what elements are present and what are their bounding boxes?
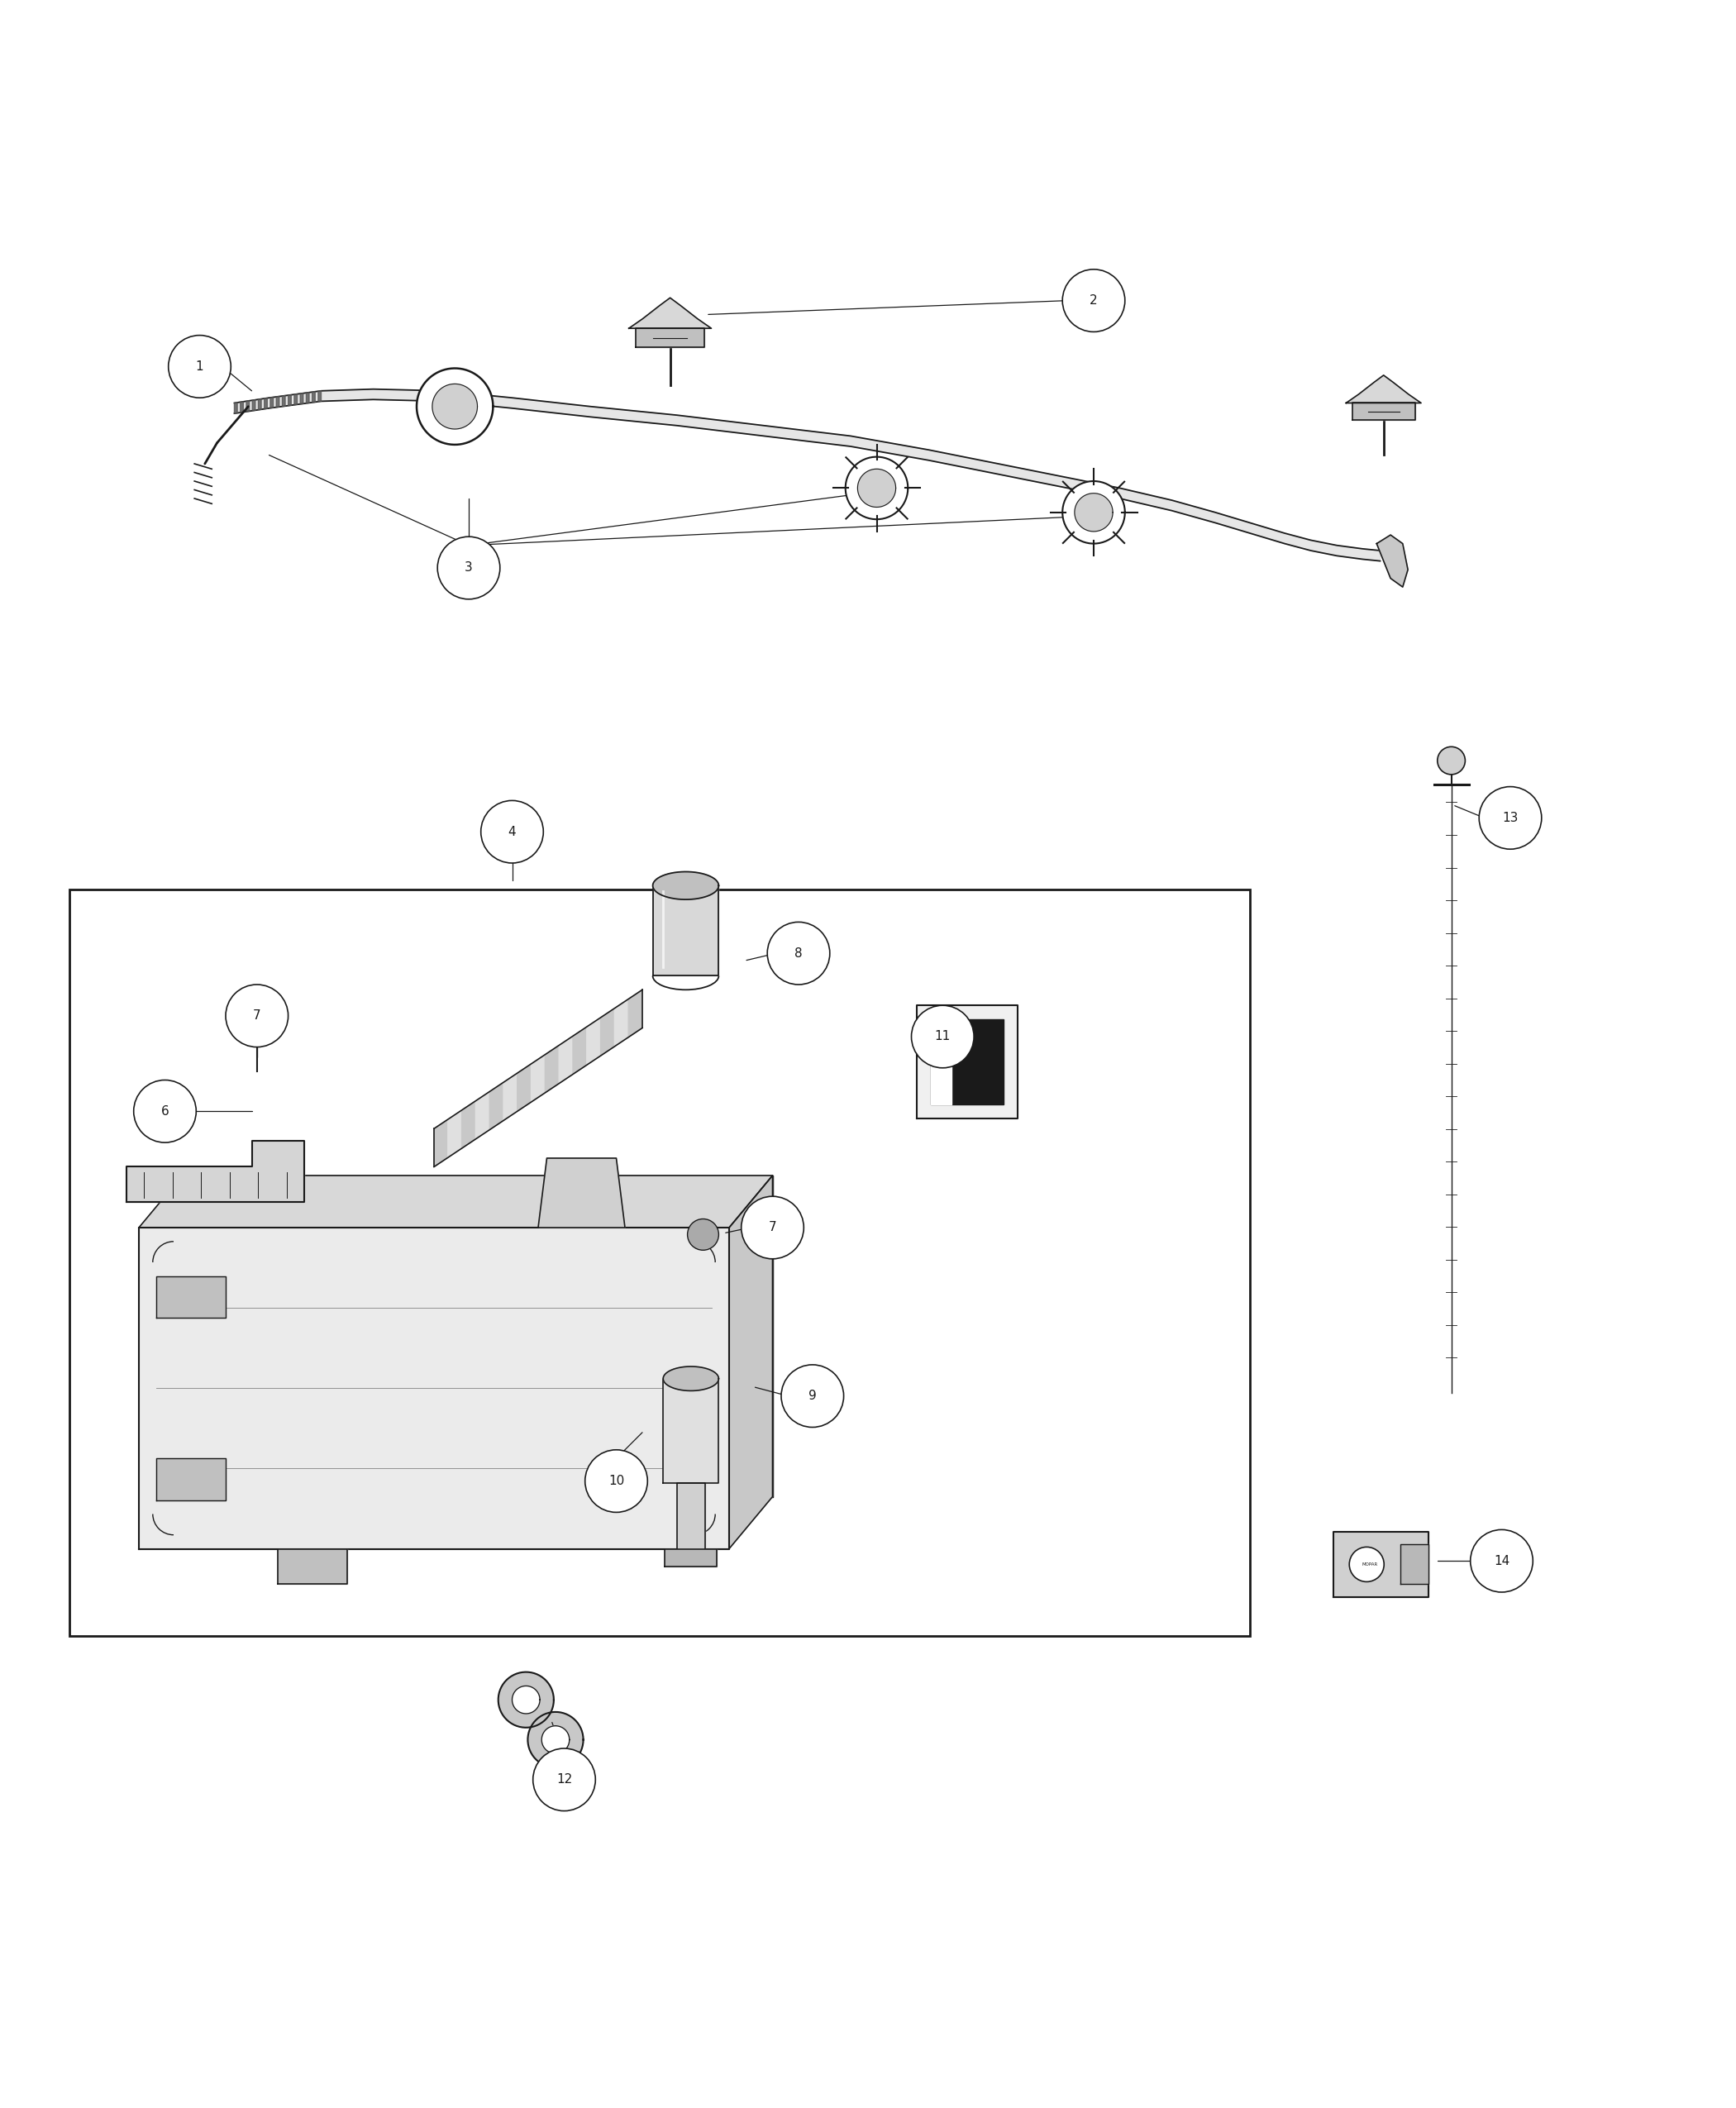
Polygon shape bbox=[259, 398, 262, 409]
Polygon shape bbox=[234, 403, 238, 413]
Polygon shape bbox=[601, 1008, 615, 1056]
Polygon shape bbox=[628, 991, 642, 1037]
Polygon shape bbox=[476, 1092, 490, 1138]
Circle shape bbox=[741, 1197, 804, 1258]
Circle shape bbox=[585, 1450, 648, 1511]
Polygon shape bbox=[306, 392, 309, 403]
Polygon shape bbox=[545, 1046, 559, 1092]
Circle shape bbox=[134, 1079, 196, 1143]
Bar bbox=[69, 890, 1250, 1636]
Circle shape bbox=[437, 538, 500, 599]
Text: 3: 3 bbox=[465, 561, 472, 573]
Polygon shape bbox=[182, 1176, 773, 1497]
Polygon shape bbox=[498, 1672, 554, 1729]
Text: 12: 12 bbox=[556, 1773, 573, 1785]
Text: 8: 8 bbox=[795, 946, 802, 959]
Text: 11: 11 bbox=[934, 1031, 951, 1043]
Text: 7: 7 bbox=[769, 1221, 776, 1233]
Text: 13: 13 bbox=[1502, 812, 1519, 824]
Polygon shape bbox=[312, 392, 316, 403]
Polygon shape bbox=[663, 1379, 719, 1482]
Polygon shape bbox=[139, 1176, 773, 1227]
Polygon shape bbox=[1399, 1545, 1429, 1585]
Polygon shape bbox=[677, 1482, 705, 1551]
Polygon shape bbox=[252, 401, 255, 411]
Polygon shape bbox=[318, 390, 321, 403]
Polygon shape bbox=[300, 394, 304, 405]
Polygon shape bbox=[434, 1119, 448, 1168]
Polygon shape bbox=[293, 394, 297, 405]
Circle shape bbox=[226, 984, 288, 1048]
Text: 4: 4 bbox=[509, 826, 516, 839]
Polygon shape bbox=[729, 1176, 773, 1549]
Polygon shape bbox=[573, 1027, 587, 1075]
Polygon shape bbox=[845, 457, 908, 519]
Circle shape bbox=[168, 335, 231, 398]
Polygon shape bbox=[559, 1035, 573, 1084]
Text: MOPAR: MOPAR bbox=[1361, 1562, 1378, 1566]
Polygon shape bbox=[665, 1549, 717, 1566]
Text: 6: 6 bbox=[161, 1105, 168, 1117]
Polygon shape bbox=[156, 1275, 226, 1318]
Polygon shape bbox=[276, 396, 279, 407]
Polygon shape bbox=[247, 401, 250, 411]
Polygon shape bbox=[587, 1018, 601, 1065]
Circle shape bbox=[781, 1364, 844, 1427]
Polygon shape bbox=[264, 398, 267, 409]
Circle shape bbox=[481, 801, 543, 862]
Polygon shape bbox=[528, 1712, 583, 1767]
Polygon shape bbox=[538, 1157, 625, 1227]
Polygon shape bbox=[542, 1726, 569, 1754]
Circle shape bbox=[1349, 1547, 1384, 1581]
Polygon shape bbox=[503, 1073, 517, 1121]
Circle shape bbox=[1470, 1530, 1533, 1592]
Polygon shape bbox=[288, 394, 292, 405]
Polygon shape bbox=[127, 1140, 304, 1202]
Text: 14: 14 bbox=[1493, 1556, 1510, 1566]
Polygon shape bbox=[1377, 535, 1408, 586]
Polygon shape bbox=[1345, 375, 1422, 403]
Text: 9: 9 bbox=[809, 1389, 816, 1402]
Circle shape bbox=[1437, 746, 1465, 774]
Polygon shape bbox=[615, 999, 628, 1046]
Polygon shape bbox=[278, 1549, 347, 1583]
Polygon shape bbox=[234, 390, 1380, 561]
Circle shape bbox=[533, 1748, 595, 1811]
Polygon shape bbox=[283, 396, 285, 407]
Polygon shape bbox=[635, 329, 705, 348]
Circle shape bbox=[1062, 270, 1125, 331]
Text: 1: 1 bbox=[196, 360, 203, 373]
Text: 7: 7 bbox=[253, 1010, 260, 1022]
Polygon shape bbox=[653, 873, 719, 900]
Polygon shape bbox=[139, 1227, 729, 1549]
Polygon shape bbox=[858, 468, 896, 508]
Polygon shape bbox=[917, 1006, 1017, 1117]
Polygon shape bbox=[432, 384, 477, 430]
Polygon shape bbox=[1062, 481, 1125, 544]
Polygon shape bbox=[628, 297, 712, 329]
Circle shape bbox=[767, 921, 830, 984]
Polygon shape bbox=[663, 1366, 719, 1391]
Text: 2: 2 bbox=[1090, 295, 1097, 308]
Polygon shape bbox=[930, 1020, 1003, 1105]
Polygon shape bbox=[240, 403, 243, 413]
Circle shape bbox=[687, 1218, 719, 1250]
Text: 10: 10 bbox=[608, 1476, 625, 1488]
Polygon shape bbox=[653, 885, 719, 976]
Polygon shape bbox=[517, 1065, 531, 1111]
Polygon shape bbox=[512, 1686, 540, 1714]
Polygon shape bbox=[462, 1100, 476, 1149]
Polygon shape bbox=[930, 1020, 951, 1105]
Polygon shape bbox=[448, 1111, 462, 1157]
Polygon shape bbox=[531, 1054, 545, 1102]
Polygon shape bbox=[1075, 493, 1113, 531]
Polygon shape bbox=[417, 369, 493, 445]
Polygon shape bbox=[1352, 403, 1415, 419]
Polygon shape bbox=[156, 1459, 226, 1501]
Polygon shape bbox=[1333, 1530, 1429, 1598]
Circle shape bbox=[1479, 786, 1542, 850]
Circle shape bbox=[911, 1006, 974, 1069]
Polygon shape bbox=[490, 1081, 503, 1130]
Polygon shape bbox=[271, 396, 273, 409]
